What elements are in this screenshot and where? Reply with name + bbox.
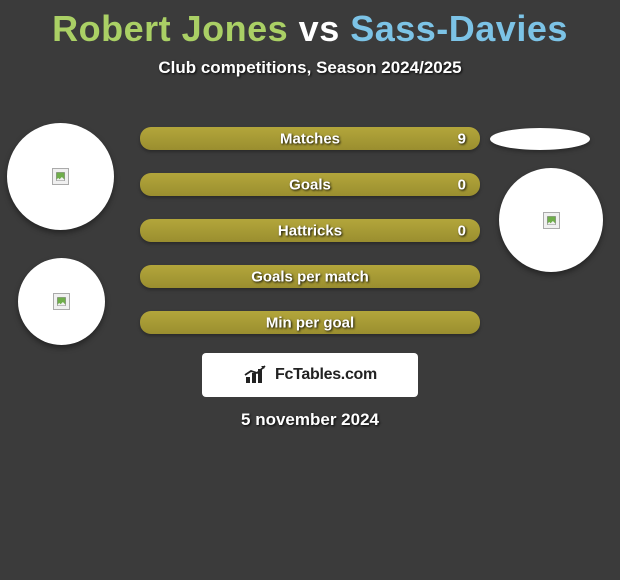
- player-photo-placeholder: [499, 168, 603, 272]
- broken-image-icon: [53, 293, 70, 310]
- broken-image-icon: [543, 212, 560, 229]
- stat-label: Goals: [140, 176, 480, 193]
- stat-value: 0: [458, 222, 466, 239]
- chart-icon: [243, 364, 271, 386]
- stat-value: 9: [458, 130, 466, 147]
- attribution-badge: FcTables.com: [202, 353, 418, 397]
- stat-label: Min per goal: [140, 314, 480, 331]
- stat-label: Hattricks: [140, 222, 480, 239]
- page-title: Robert Jones vs Sass-Davies: [0, 0, 620, 50]
- decor-ellipse: [490, 128, 590, 150]
- stat-row-goals: Goals 0: [140, 173, 480, 196]
- stat-label: Goals per match: [140, 268, 480, 285]
- stats-area: Matches 9 Goals 0 Hattricks 0 Goals per …: [140, 127, 480, 357]
- attribution-text: FcTables.com: [275, 366, 377, 384]
- stat-row-hattricks: Hattricks 0: [140, 219, 480, 242]
- stat-label: Matches: [140, 130, 480, 147]
- subtitle: Club competitions, Season 2024/2025: [0, 58, 620, 78]
- stat-row-min-per-goal: Min per goal: [140, 311, 480, 334]
- title-player2: Sass-Davies: [350, 8, 568, 49]
- player-photo-placeholder: [18, 258, 105, 345]
- title-vs: vs: [288, 8, 350, 49]
- datestamp: 5 november 2024: [0, 410, 620, 430]
- stat-value: 0: [458, 176, 466, 193]
- broken-image-icon: [52, 168, 69, 185]
- stat-row-goals-per-match: Goals per match: [140, 265, 480, 288]
- player-photo-placeholder: [7, 123, 114, 230]
- title-player1: Robert Jones: [52, 8, 288, 49]
- stat-row-matches: Matches 9: [140, 127, 480, 150]
